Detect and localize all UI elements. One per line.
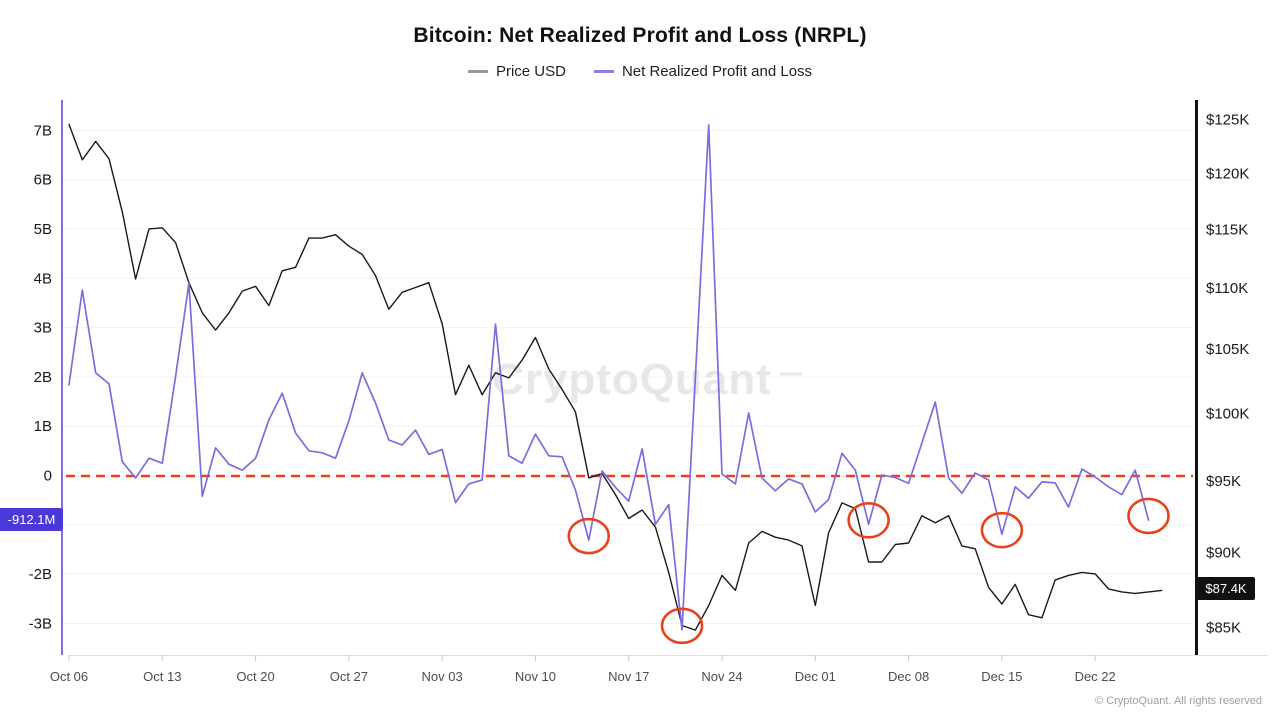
x-axis-tick-label: Nov 17 bbox=[608, 669, 649, 684]
left-axis-tick-label: 1B bbox=[34, 418, 52, 435]
right-axis-tick-label: $125K bbox=[1206, 112, 1249, 129]
legend-label-nrpl: Net Realized Profit and Loss bbox=[621, 63, 813, 80]
price-line-swatch bbox=[467, 70, 488, 73]
left-axis-tick-label: 4B bbox=[34, 270, 52, 287]
right-axis-tick-label: $90K bbox=[1206, 544, 1241, 561]
x-axis-tick-label: Dec 22 bbox=[1075, 669, 1116, 684]
legend-item-nrpl[interactable]: Net Realized Profit and Loss bbox=[593, 63, 813, 80]
x-axis-tick-label: Nov 03 bbox=[422, 669, 463, 684]
right-axis-tick-label: $110K bbox=[1206, 280, 1248, 297]
highlight-circle bbox=[660, 607, 704, 645]
left-axis-tick-label: 3B bbox=[34, 320, 52, 337]
legend: Price USD Net Realized Profit and Loss bbox=[0, 63, 1280, 80]
nrpl-line-series bbox=[68, 124, 1150, 631]
left-axis-tick-label: -2B bbox=[29, 566, 52, 583]
x-axis-tick-label: Oct 20 bbox=[236, 669, 274, 684]
right-axis-tick-label: $105K bbox=[1206, 341, 1249, 358]
right-axis-tick-label: $100K bbox=[1206, 406, 1249, 423]
right-axis-tick-label: $120K bbox=[1206, 165, 1249, 182]
watermark: CryptoQuant bbox=[492, 355, 772, 404]
right-axis-tick-label: $85K bbox=[1206, 620, 1241, 637]
left-axis-tick-label: 7B bbox=[34, 122, 52, 139]
legend-item-price[interactable]: Price USD bbox=[467, 63, 566, 80]
highlight-circle bbox=[567, 517, 611, 555]
left-axis-tick-label: 0 bbox=[44, 468, 52, 485]
right-axis-tick-label: $115K bbox=[1206, 221, 1248, 238]
highlight-circle bbox=[1127, 497, 1170, 535]
copyright-text: © CryptoQuant. All rights reserved bbox=[1094, 695, 1262, 707]
x-axis-tick-label: Nov 24 bbox=[701, 669, 742, 684]
page-title: Bitcoin: Net Realized Profit and Loss (N… bbox=[413, 24, 867, 47]
nrpl-line-swatch bbox=[593, 70, 614, 73]
price-line-series bbox=[68, 123, 1163, 631]
left-axis-tick-label: -3B bbox=[29, 615, 52, 632]
left-axis-tick-label: 6B bbox=[34, 172, 52, 189]
left-axis-tick-label: 5B bbox=[34, 221, 52, 238]
left-axis-tick-label: 2B bbox=[34, 369, 52, 386]
price-latest-value-badge: $87.4K bbox=[1197, 577, 1255, 600]
x-axis-tick-label: Dec 08 bbox=[888, 669, 929, 684]
x-axis-tick-label: Nov 10 bbox=[515, 669, 556, 684]
legend-label-price: Price USD bbox=[495, 63, 566, 80]
x-axis-tick-label: Dec 01 bbox=[795, 669, 836, 684]
x-axis-tick-label: Dec 15 bbox=[981, 669, 1022, 684]
x-axis-tick-label: Oct 27 bbox=[330, 669, 368, 684]
right-axis-tick-label: $95K bbox=[1206, 473, 1241, 490]
nrpl-latest-value-badge: -912.1M bbox=[0, 508, 63, 531]
x-axis-tick-label: Oct 13 bbox=[143, 669, 181, 684]
highlight-circle bbox=[980, 511, 1024, 549]
x-axis-tick-label: Oct 06 bbox=[50, 669, 88, 684]
highlight-circle bbox=[847, 501, 890, 539]
